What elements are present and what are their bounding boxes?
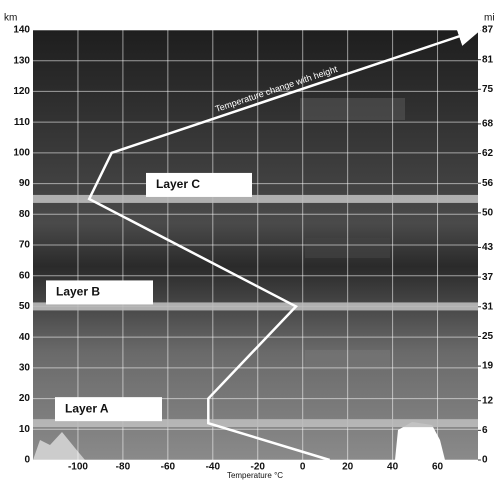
placeholder-box: [300, 98, 405, 120]
x-tick-label: -80: [116, 462, 131, 473]
mountain: [33, 432, 85, 460]
x-tick-label: 20: [342, 462, 354, 473]
y-tick-label: 100: [13, 147, 30, 158]
y-tick-label: 130: [13, 55, 30, 66]
layer-label-box: [55, 397, 162, 422]
x-tick-label: 0: [300, 462, 306, 473]
y2-tick-label: 6: [482, 425, 488, 436]
x-tick-label: -60: [161, 462, 176, 473]
layer-label-box: [146, 172, 252, 197]
y2-tick-label: 12: [482, 395, 494, 406]
x-tick-label: -40: [206, 462, 221, 473]
y-axis-label: km: [4, 13, 17, 24]
y-tick-label: 80: [19, 209, 31, 220]
y-tick-label: 50: [19, 301, 31, 312]
y-tick-label: 20: [19, 393, 31, 404]
y2-tick-label: 87: [482, 25, 494, 36]
y-tick-label: 30: [19, 362, 31, 373]
y2-tick-label: 56: [482, 178, 494, 189]
y-tick-label: 110: [14, 117, 31, 128]
y-tick-label: 70: [19, 240, 31, 251]
y2-tick-label: 50: [482, 208, 494, 219]
y-tick-label: 140: [13, 25, 30, 36]
y2-tick-label: 31: [482, 301, 494, 312]
layer-band: [33, 419, 478, 428]
y2-tick-label: 25: [482, 331, 494, 342]
y-tick-label: 40: [19, 332, 31, 343]
x-tick-label: -20: [251, 462, 266, 473]
x-axis-label: Temperature °C: [227, 471, 283, 480]
y-tick-label: 120: [13, 86, 30, 97]
y2-tick-label: 37: [482, 272, 494, 283]
y-tick-label: 60: [19, 270, 31, 281]
y2-tick-label: 75: [482, 84, 494, 95]
x-tick-label: 60: [432, 462, 444, 473]
layer-label-box: [46, 280, 153, 305]
y-tick-label: 10: [19, 424, 31, 435]
y2-tick-label: 43: [482, 242, 494, 253]
layer-label: Layer A: [65, 401, 109, 415]
cloud: [395, 422, 445, 460]
layer-band: [33, 302, 478, 311]
temperature-line: [87, 26, 483, 462]
layer-label: Layer B: [56, 285, 100, 299]
y2-axis-label: mi: [484, 13, 495, 24]
layer-band: [33, 194, 478, 203]
layer-label: Layer C: [156, 177, 200, 191]
x-tick-label: -100: [68, 462, 88, 473]
y2-tick-label: 19: [482, 361, 494, 372]
y-tick-label: 0: [24, 455, 30, 466]
y2-tick-label: 81: [482, 54, 494, 65]
y2-tick-label: 0: [482, 455, 488, 466]
y2-tick-label: 62: [482, 148, 494, 159]
x-tick-label: 40: [387, 462, 399, 473]
y-tick-label: 90: [19, 178, 31, 189]
y2-tick-label: 68: [482, 119, 494, 130]
